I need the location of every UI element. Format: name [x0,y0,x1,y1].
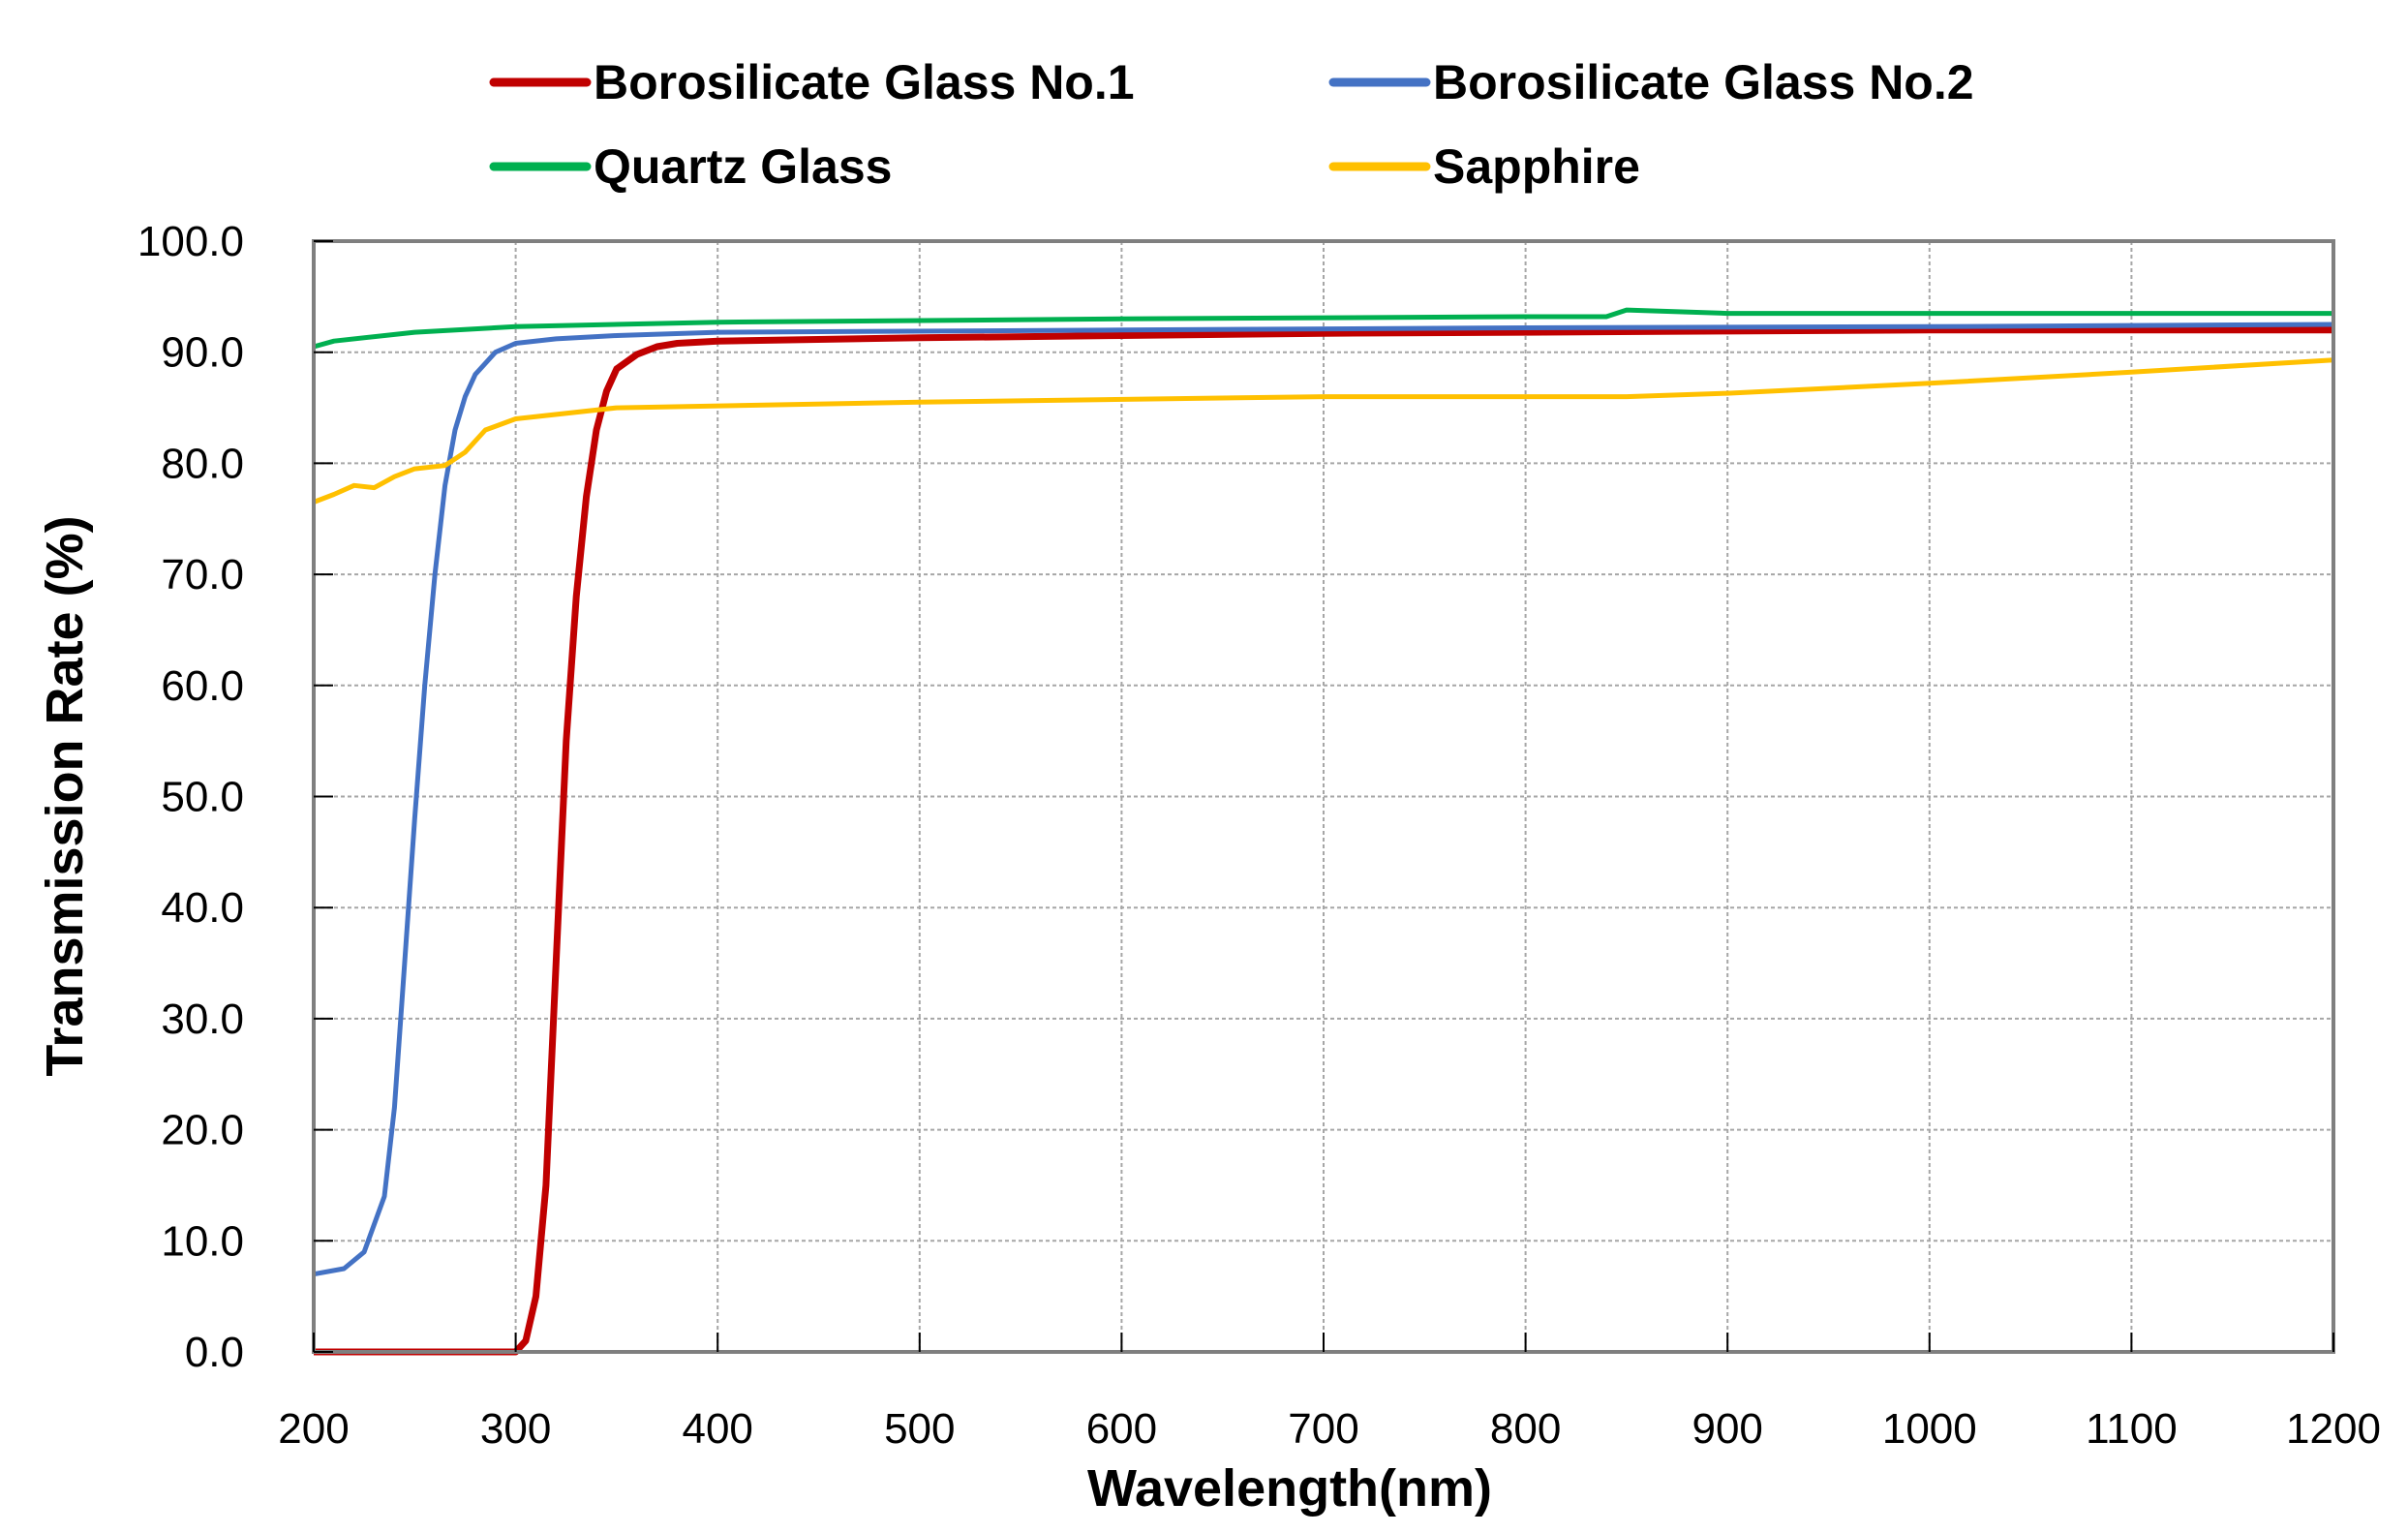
y-tick-label: 70.0 [161,551,244,598]
y-tick-label: 80.0 [161,440,244,487]
y-tick-label: 0.0 [185,1329,244,1376]
legend: Borosilicate Glass No.1 Borosilicate Glas… [489,55,1974,194]
x-tick-label: 200 [278,1405,349,1453]
y-axis-label: Transmission Rate (%) [36,515,94,1076]
x-tick-label: 600 [1086,1405,1157,1453]
series-line-2 [313,322,2334,1277]
y-tick-label: 10.0 [161,1217,244,1265]
series-lines [313,307,2334,1356]
x-tick-label: 900 [1692,1405,1762,1453]
grid [313,240,2334,1353]
legend-label: Sapphire [1433,139,1640,194]
x-axis: 200 300 400 500 600 700 800 900 1000 1100 1200 [278,1333,2381,1453]
y-tick-label: 30.0 [161,996,244,1043]
y-tick-label: 50.0 [161,774,244,821]
series-line-1 [314,326,2333,1356]
x-tick-label: 500 [884,1405,955,1453]
legend-label: Borosilicate Glass No.2 [1433,55,1974,109]
legend-label: Quartz Glass [594,139,892,194]
legend-label: Borosilicate Glass No.1 [594,55,1135,109]
y-axis: 0.0 10.0 20.0 30.0 40.0 50.0 60.0 70.0 80.0 90.0 1… [137,218,333,1376]
x-axis-label: Wavelength(nm) [1087,1459,1492,1518]
series-line-3 [313,307,2333,350]
y-tick-label: 60.0 [161,662,244,710]
series-line-4 [313,357,2334,505]
x-tick-label: 1100 [2086,1405,2178,1453]
y-tick-label: 40.0 [161,884,244,932]
x-tick-label: 1200 [2286,1405,2381,1453]
x-tick-label: 400 [682,1405,752,1453]
y-tick-label: 20.0 [161,1107,244,1154]
x-tick-label: 1000 [1882,1405,1977,1453]
x-tick-label: 800 [1490,1405,1561,1453]
y-tick-label: 100.0 [137,218,244,265]
x-tick-label: 300 [480,1405,551,1453]
x-tick-label: 700 [1288,1405,1358,1453]
y-tick-label: 90.0 [161,329,244,377]
